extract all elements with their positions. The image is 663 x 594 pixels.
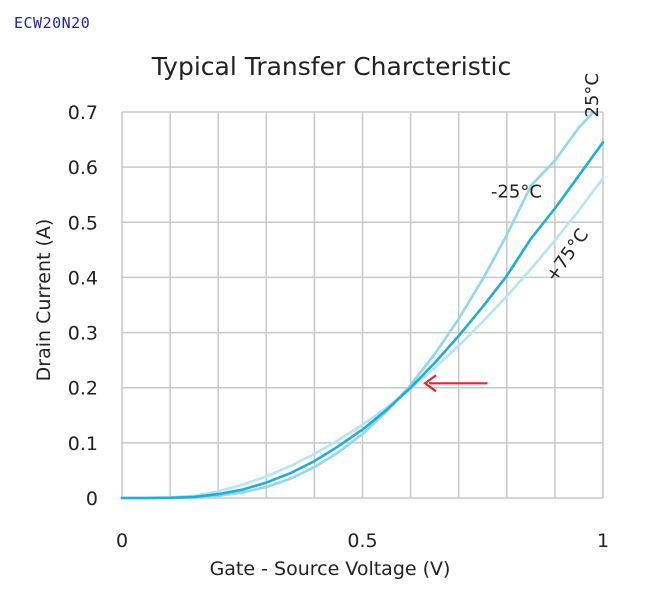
annotation [423,374,488,393]
y-tick-label: 0.6 [68,157,98,179]
grid [121,111,604,499]
y-tick-label: 0.7 [68,102,98,124]
series-line-75c [120,176,605,500]
y-tick-label: 0.3 [68,323,98,345]
y-tick-label: 0.4 [68,267,98,289]
curves [120,110,605,500]
x-tick-label: 1 [597,530,609,552]
x-tick-label: 0 [116,530,128,552]
x-tick-label: 0.5 [347,530,377,552]
y-tick-label: 0.1 [68,433,98,455]
y-tick-label: 0.5 [68,212,98,234]
y-tick-label: 0.2 [68,378,98,400]
curve-labels: 25°C-25°C+75°C [491,73,603,286]
x-axis-label: Gate - Source Voltage (V) [210,558,451,580]
arrow-head [423,374,437,393]
y-axis-label: Drain Current (A) [33,219,55,382]
series-line-25c [120,141,605,500]
y-tick-label: 0 [86,488,98,510]
chart-title: Typical Transfer Charcteristic [151,52,512,81]
tick-labels: 0 0.1 0.2 0.3 0.4 0.5 0.6 0.7 0 0.5 1 [68,102,609,552]
curve-label: 25°C [582,73,603,117]
series-line-25c [120,110,595,500]
part-number: ECW20N20 [14,14,91,32]
curve-label: -25°C [491,181,542,202]
